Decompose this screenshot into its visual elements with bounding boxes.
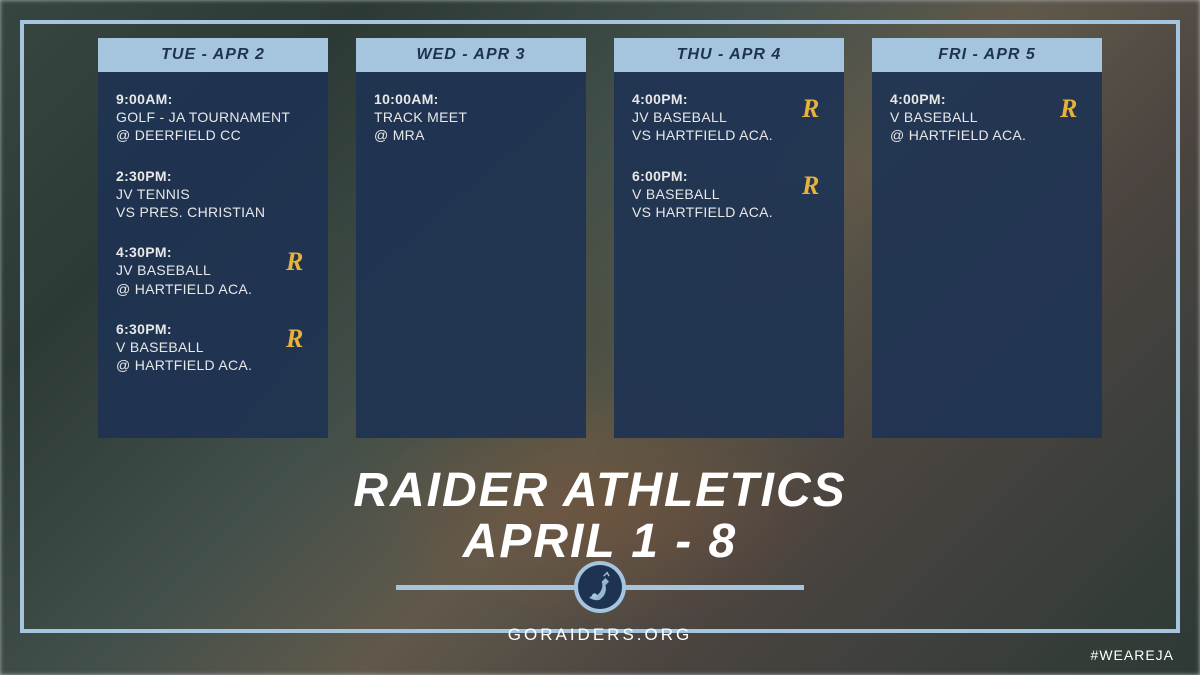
- day-body: 10:00AM:TRACK MEET@ MRA: [356, 72, 586, 177]
- event-detail: @ MRA: [374, 126, 570, 144]
- day-header: WED - APR 3: [356, 38, 586, 72]
- logo-circle: [574, 561, 626, 613]
- schedule-event: 4:30PM:JV BASEBALL@ HARTFIELD ACA. R: [116, 243, 312, 298]
- event-time: 10:00AM:: [374, 90, 570, 108]
- raider-logo: [578, 565, 622, 609]
- stream-icon: R: [802, 169, 830, 197]
- event-time: 9:00AM:: [116, 90, 312, 108]
- stream-icon: R: [1060, 92, 1088, 120]
- footer-line-right: [624, 585, 804, 590]
- day-body: 4:00PM:JV BASEBALLVS HARTFIELD ACA.R6:00…: [614, 72, 844, 253]
- day-column: TUE - APR 29:00AM:GOLF - JA TOURNAMENT@ …: [98, 38, 328, 438]
- day-column: THU - APR 44:00PM:JV BASEBALLVS HARTFIEL…: [614, 38, 844, 438]
- schedule-event: 6:30PM:V BASEBALL@ HARTFIELD ACA. R: [116, 320, 312, 375]
- schedule-event: 4:00PM:JV BASEBALLVS HARTFIELD ACA. R: [632, 90, 828, 145]
- stream-icon: R: [286, 322, 314, 350]
- title-block: RAIDER ATHLETICS APRIL 1 - 8: [0, 466, 1200, 567]
- event-time: 6:00PM:: [632, 167, 828, 185]
- event-detail: @ HARTFIELD ACA.: [890, 126, 1086, 144]
- event-detail: @ HARTFIELD ACA.: [116, 356, 312, 374]
- event-time: 4:00PM:: [632, 90, 828, 108]
- event-detail: VS HARTFIELD ACA.: [632, 203, 828, 221]
- event-detail: @ DEERFIELD CC: [116, 126, 312, 144]
- event-detail: VS HARTFIELD ACA.: [632, 126, 828, 144]
- schedule-event: 2:30PM:JV TENNISVS PRES. CHRISTIAN: [116, 167, 312, 222]
- schedule-event: 10:00AM:TRACK MEET@ MRA: [374, 90, 570, 145]
- event-detail: TRACK MEET: [374, 108, 570, 126]
- website-url: GORAIDERS.ORG: [0, 625, 1200, 645]
- event-detail: JV BASEBALL: [632, 108, 828, 126]
- event-detail: GOLF - JA TOURNAMENT: [116, 108, 312, 126]
- title-line-1: RAIDER ATHLETICS: [0, 466, 1200, 516]
- footer-line-left: [396, 585, 576, 590]
- event-time: 6:30PM:: [116, 320, 312, 338]
- event-detail: @ HARTFIELD ACA.: [116, 280, 312, 298]
- event-detail: JV TENNIS: [116, 185, 312, 203]
- schedule-event: 6:00PM:V BASEBALLVS HARTFIELD ACA. R: [632, 167, 828, 222]
- day-body: 9:00AM:GOLF - JA TOURNAMENT@ DEERFIELD C…: [98, 72, 328, 406]
- schedule-event: 4:00PM:V BASEBALL@ HARTFIELD ACA. R: [890, 90, 1086, 145]
- footer-divider: [396, 561, 804, 613]
- stream-icon: R: [802, 92, 830, 120]
- event-detail: V BASEBALL: [632, 185, 828, 203]
- schedule-columns: TUE - APR 29:00AM:GOLF - JA TOURNAMENT@ …: [0, 38, 1200, 438]
- day-header: THU - APR 4: [614, 38, 844, 72]
- event-time: 4:00PM:: [890, 90, 1086, 108]
- event-detail: V BASEBALL: [116, 338, 312, 356]
- event-time: 2:30PM:: [116, 167, 312, 185]
- day-column: FRI - APR 5 4:00PM:V BASEBALL@ HARTFIELD …: [872, 38, 1102, 438]
- schedule-event: 9:00AM:GOLF - JA TOURNAMENT@ DEERFIELD C…: [116, 90, 312, 145]
- stream-icon: R: [286, 245, 314, 273]
- event-detail: V BASEBALL: [890, 108, 1086, 126]
- title-line-2: APRIL 1 - 8: [0, 517, 1200, 567]
- event-detail: JV BASEBALL: [116, 261, 312, 279]
- day-column: WED - APR 3 10:00AM:TRACK MEET@ MRA: [356, 38, 586, 438]
- day-body: 4:00PM:V BASEBALL@ HARTFIELD ACA. R: [872, 72, 1102, 177]
- event-time: 4:30PM:: [116, 243, 312, 261]
- day-header: FRI - APR 5: [872, 38, 1102, 72]
- day-header: TUE - APR 2: [98, 38, 328, 72]
- hashtag: #WEAREJA: [1091, 647, 1174, 663]
- event-detail: VS PRES. CHRISTIAN: [116, 203, 312, 221]
